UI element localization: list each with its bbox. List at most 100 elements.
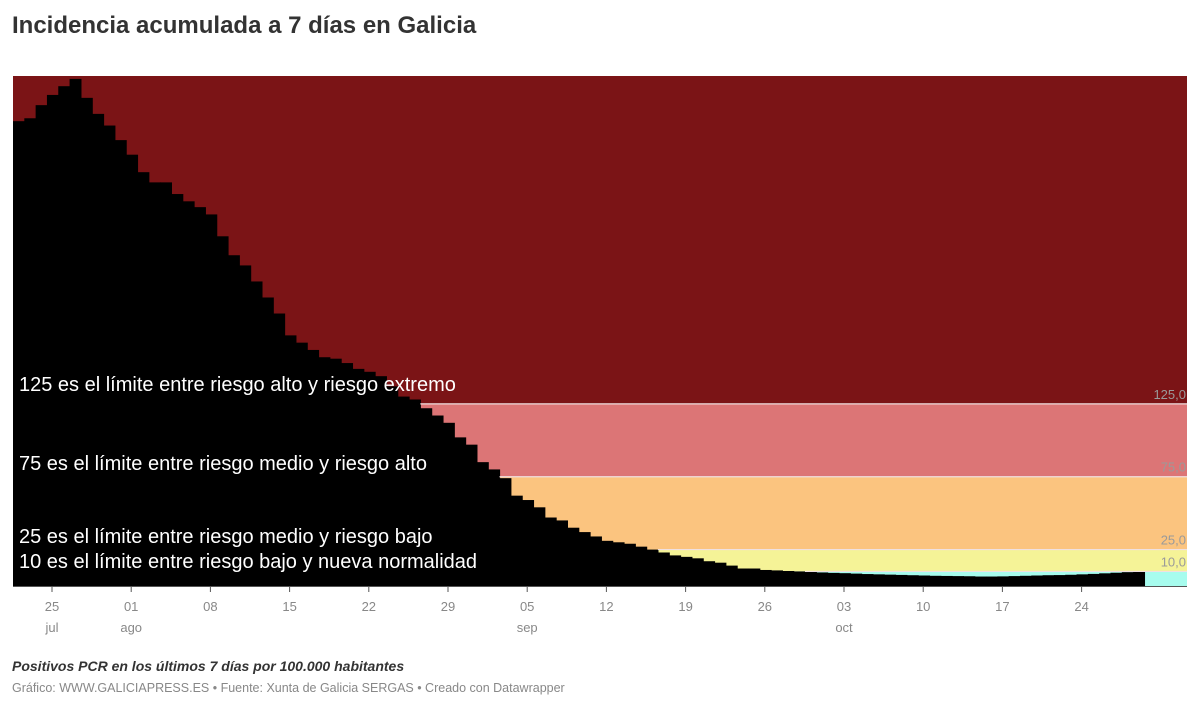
tick-label: 01 xyxy=(124,599,138,614)
tick-label: 29 xyxy=(441,599,455,614)
bar xyxy=(1053,575,1066,586)
bar xyxy=(850,573,863,586)
bar xyxy=(1133,571,1146,586)
bar xyxy=(363,371,376,586)
bar xyxy=(295,342,308,586)
bar xyxy=(329,358,342,586)
bar xyxy=(273,313,286,586)
bar xyxy=(567,527,580,586)
bar xyxy=(284,335,297,586)
annotations: 125 es el límite entre riesgo alto y rie… xyxy=(19,374,477,573)
bar xyxy=(940,575,953,586)
bar xyxy=(1042,575,1055,586)
bar xyxy=(1031,575,1044,586)
tick-label: 12 xyxy=(599,599,613,614)
bar xyxy=(691,558,704,586)
annotation-text: 10 es el límite entre riesgo bajo y nuev… xyxy=(19,551,477,573)
chart-title: Incidencia acumulada a 7 días en Galicia xyxy=(12,12,477,39)
chart-notes: Positivos PCR en los últimos 7 días por … xyxy=(12,658,405,674)
tick-month-label: ago xyxy=(120,620,142,635)
bar xyxy=(725,565,738,586)
threshold-label: 75,0 xyxy=(1161,460,1186,475)
bar xyxy=(759,569,772,586)
bar xyxy=(239,265,252,586)
bar xyxy=(80,97,93,586)
x-axis: 25 jul 01 ago 08 15 22 29 05 sep 12 19 26 03 oct 10 17 24 xyxy=(13,586,1187,635)
bar xyxy=(737,568,750,586)
bar xyxy=(793,571,806,586)
bar xyxy=(680,556,693,586)
tick-label: 05 xyxy=(520,599,534,614)
bar xyxy=(1019,575,1032,586)
tick-label: 10 xyxy=(916,599,930,614)
bar xyxy=(442,422,455,586)
bar xyxy=(250,281,263,586)
bar xyxy=(906,575,919,586)
tick-label: 17 xyxy=(995,599,1009,614)
bar xyxy=(612,542,625,586)
bar xyxy=(510,495,523,586)
threshold-lines: 125,0 75,0 25,0 10,0 xyxy=(420,387,1187,573)
bar xyxy=(1121,572,1134,586)
bar xyxy=(646,549,659,586)
bar xyxy=(307,349,320,586)
bar xyxy=(714,562,727,586)
bar xyxy=(171,194,184,586)
tick-label: 03 xyxy=(837,599,851,614)
tick-label: 08 xyxy=(203,599,217,614)
bar xyxy=(601,540,614,586)
bar xyxy=(974,576,987,586)
tick-label: 26 xyxy=(758,599,772,614)
bar xyxy=(838,573,851,586)
bar xyxy=(1008,576,1021,586)
bar xyxy=(205,214,218,586)
bar xyxy=(703,561,716,586)
threshold-label: 10,0 xyxy=(1161,554,1186,569)
bar xyxy=(544,517,557,586)
bar xyxy=(669,555,682,586)
bar xyxy=(861,574,874,586)
bar xyxy=(92,113,105,586)
bar xyxy=(454,437,467,586)
bar xyxy=(657,552,670,586)
annotation-text: 25 es el límite entre riesgo medio y rie… xyxy=(19,526,433,548)
bar xyxy=(884,574,897,586)
bar xyxy=(929,575,942,586)
bar xyxy=(58,86,71,586)
threshold-label: 125,0 xyxy=(1153,387,1186,402)
tick-label: 15 xyxy=(282,599,296,614)
bar xyxy=(1099,573,1112,586)
chart-area: 125,0 75,0 25,0 10,0 125 es el límite entre… xyxy=(13,76,1187,635)
bar xyxy=(261,297,274,586)
bar xyxy=(194,207,206,586)
annotation-text: 125 es el límite entre riesgo alto y rie… xyxy=(19,374,456,396)
bar xyxy=(782,570,795,586)
bar xyxy=(431,415,444,586)
bar xyxy=(963,576,976,586)
bar xyxy=(476,462,489,586)
incidence-chart: 125,0 75,0 25,0 10,0 125 es el límite entre… xyxy=(13,76,1187,635)
bar xyxy=(148,182,161,586)
bar xyxy=(420,408,433,586)
bar xyxy=(1110,572,1123,586)
bar xyxy=(409,399,421,586)
bar xyxy=(816,572,829,586)
bar xyxy=(827,572,840,586)
bar xyxy=(522,500,535,586)
chart-footer: Gráfico: WWW.GALICIAPRESS.ES • Fuente: X… xyxy=(12,681,565,695)
bar xyxy=(318,357,331,586)
tick-label: 22 xyxy=(362,599,376,614)
bar xyxy=(499,478,512,586)
threshold-label: 25,0 xyxy=(1161,533,1186,548)
bar xyxy=(114,140,127,586)
tick-label: 25 xyxy=(45,599,59,614)
bar xyxy=(1087,573,1100,586)
bar xyxy=(103,125,116,587)
bar xyxy=(386,386,399,586)
bar xyxy=(397,396,410,586)
bar xyxy=(952,576,964,586)
bar xyxy=(805,572,817,586)
tick-month-label: jul xyxy=(44,620,58,635)
bar xyxy=(590,536,602,586)
tick-month-label: sep xyxy=(517,620,538,635)
